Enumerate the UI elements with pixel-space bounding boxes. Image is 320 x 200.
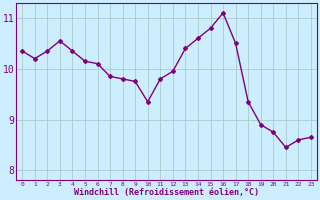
X-axis label: Windchill (Refroidissement éolien,°C): Windchill (Refroidissement éolien,°C) [74,188,259,197]
